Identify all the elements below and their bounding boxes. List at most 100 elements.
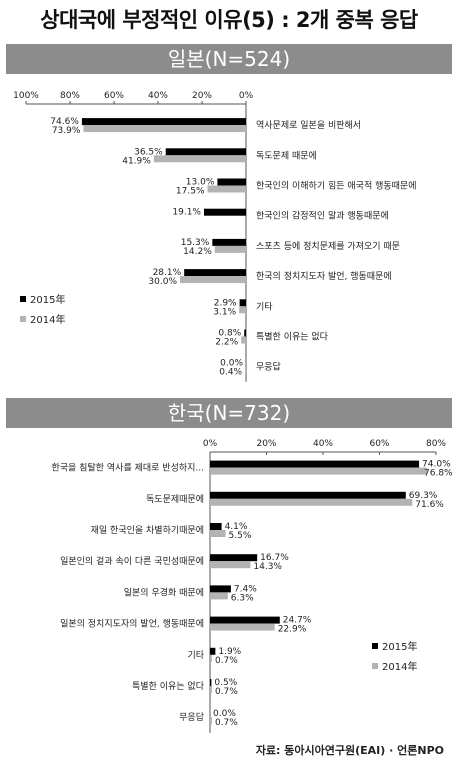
- data-label-2015: 74.0%: [422, 460, 451, 470]
- data-label-2014: 22.9%: [278, 625, 307, 635]
- data-label-2015: 0.0%: [220, 359, 243, 369]
- x-tick-label: 0%: [203, 439, 218, 449]
- category-label: 일본인의 겉과 속이 다른 국민성때문에: [60, 555, 204, 567]
- japan-bar-chart: 100% 80% 60% 40% 20% 0% 74.6%73.9% 역사문제로 일본을 비판…: [13, 91, 417, 382]
- category-label: 기타: [256, 301, 273, 312]
- legend-swatch-2014: [20, 316, 26, 322]
- data-label-2015: 15.3%: [181, 238, 210, 248]
- source-credit: 자료: 동아시아연구원(EAI) · 언론NPO: [255, 744, 444, 757]
- x-tick-label: 60%: [104, 91, 124, 101]
- data-label-2014: 0.4%: [219, 368, 242, 378]
- bar-2014: [210, 623, 275, 631]
- data-label-2014: 30.0%: [148, 277, 177, 287]
- data-label-2014: 76.8%: [424, 469, 453, 479]
- data-label-2015: 0.8%: [218, 329, 241, 339]
- x-tick-label: 100%: [13, 91, 39, 101]
- data-label-2014: 0.7%: [215, 656, 238, 666]
- data-label-2014: 5.5%: [229, 531, 252, 541]
- bar-2015: [210, 554, 258, 562]
- category-label: 무응답: [256, 361, 281, 373]
- data-label-2014: 6.3%: [231, 593, 254, 603]
- legend-swatch-2014: [372, 663, 378, 669]
- category-label: 독도문제때문에: [146, 494, 204, 505]
- page-title: 상대국에 부정적인 이유(5) : 2개 중복 응답: [40, 8, 418, 32]
- legend-label-2014: 2014年: [30, 313, 65, 326]
- bar-2014: [239, 306, 246, 314]
- bar-2014: [207, 185, 246, 193]
- bar-2015: [210, 647, 216, 655]
- x-tick-label: 20%: [256, 439, 276, 449]
- bar-2014: [210, 686, 212, 693]
- category-label: 특별한 이유는 없다: [132, 681, 205, 692]
- x-tick-label: 0%: [239, 91, 254, 101]
- x-tick-label: 80%: [426, 439, 446, 449]
- category-label: 기타: [187, 650, 204, 661]
- data-label-2014: 71.6%: [415, 500, 444, 510]
- bar-2014: [210, 530, 226, 537]
- bar-2015: [210, 679, 212, 686]
- data-label-2015: 4.1%: [225, 522, 248, 532]
- bar-2015: [217, 178, 246, 186]
- bar-2014: [210, 467, 427, 475]
- data-label-2015: 13.0%: [186, 178, 215, 188]
- data-label-2015: 2.9%: [214, 298, 237, 308]
- x-tick-label: 20%: [192, 91, 212, 101]
- category-label: 한국의 정치지도자 발언, 행동때문에: [256, 270, 392, 282]
- x-tick-label: 40%: [313, 439, 333, 449]
- data-label-2014: 17.5%: [176, 187, 205, 197]
- bar-2015: [203, 208, 246, 216]
- bar-2015: [239, 299, 246, 307]
- bar-2015: [165, 148, 246, 156]
- category-label: 스포츠 등에 정치문제를 가져오기 때문: [256, 240, 400, 252]
- legend-swatch-2015: [372, 643, 378, 649]
- category-label: 한국을 침탈한 역사를 제대로 반성하지...: [51, 463, 204, 474]
- japan-section-header: 일본(N=524): [6, 44, 452, 74]
- category-label: 무응답: [179, 711, 204, 723]
- bar-2014: [210, 592, 228, 600]
- data-label-2014: 3.1%: [213, 307, 236, 317]
- category-label: 한국인의 감정적인 말과 행동때문에: [256, 210, 389, 222]
- data-label-2015: 7.4%: [234, 584, 257, 594]
- legend-label-2015: 2015年: [382, 640, 417, 653]
- category-label: 한국인의 이해하기 힘든 애국적 행동때문에: [256, 180, 417, 192]
- data-label-2015: 36.5%: [134, 147, 163, 157]
- data-label-2014: 14.2%: [183, 247, 212, 257]
- data-label-2015: 28.1%: [153, 268, 182, 278]
- bar-2015: [210, 616, 280, 624]
- data-label-2015: 16.7%: [260, 553, 289, 563]
- bar-2014: [210, 654, 212, 662]
- bar-2014: [214, 245, 246, 253]
- legend-label-2015: 2015年: [30, 293, 65, 306]
- korea-bar-chart: 0% 20% 40% 60% 80% 74.0%76.8% 한국을 침탈한 역사를 제대로 …: [51, 439, 453, 733]
- data-label-2015: 24.7%: [283, 616, 312, 626]
- data-label-2014: 2.2%: [215, 338, 238, 348]
- legend-swatch-2015: [20, 296, 26, 302]
- category-label: 독도문제 때문에: [256, 150, 317, 161]
- bar-2014: [153, 155, 246, 163]
- bar-2015: [210, 585, 231, 593]
- bar-2015: [81, 118, 246, 126]
- data-label-2014: 0.7%: [215, 687, 238, 697]
- x-tick-label: 40%: [148, 91, 168, 101]
- category-label: 특별한 이유는 없다: [256, 332, 329, 343]
- data-label-2015: 1.9%: [218, 647, 241, 657]
- x-tick-label: 80%: [60, 91, 80, 101]
- bar-2014: [180, 276, 246, 284]
- data-label-2015: 74.6%: [50, 117, 79, 127]
- data-label-2015: 69.3%: [409, 491, 438, 501]
- bar-2015: [184, 269, 246, 277]
- legend-label-2014: 2014年: [382, 660, 417, 673]
- bar-2014: [210, 561, 251, 569]
- data-label-2014: 73.9%: [52, 126, 81, 136]
- bar-2014: [241, 336, 246, 344]
- category-label: 일본의 우경화 때문에: [124, 586, 204, 598]
- x-tick-label: 60%: [369, 439, 389, 449]
- bar-2015: [212, 238, 246, 246]
- bar-2015: [244, 329, 246, 337]
- data-label-2014: 41.9%: [122, 156, 151, 166]
- data-label-2015: 0.0%: [213, 709, 236, 719]
- data-label-2015: 19.1%: [172, 208, 201, 218]
- category-label: 재일 한국인을 차별하기때문에: [91, 524, 204, 536]
- bar-2014: [83, 125, 246, 133]
- data-label-2015: 0.5%: [214, 678, 237, 688]
